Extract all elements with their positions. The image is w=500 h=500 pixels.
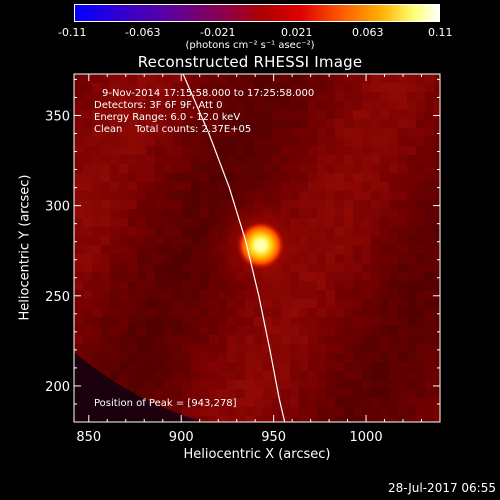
colorbar <box>74 4 440 22</box>
x-tick-label: 850 <box>76 430 101 445</box>
peak-source <box>236 221 285 270</box>
solar-limb-line <box>182 74 286 422</box>
colorbar-tick-label: 0.021 <box>281 26 313 39</box>
annotation-detectors: Detectors: 3F 6F 9F, Att 0 <box>94 100 223 111</box>
annotation-total-counts: Clean Total counts: 2.37E+05 <box>94 124 252 135</box>
annotation-peak-position: Position of Peak = [943,278] <box>94 398 237 409</box>
y-tick-label: 250 <box>45 290 70 305</box>
annotation-energy-range: Energy Range: 6.0 - 12.0 keV <box>94 112 241 123</box>
colorbar-tick-label: -0.11 <box>58 26 87 39</box>
footer-timestamp: 28-Jul-2017 06:55 <box>387 481 496 495</box>
x-tick-label: 950 <box>261 430 286 445</box>
colorbar-tick-label: 0.063 <box>352 26 384 39</box>
x-axis-label: Heliocentric X (arcsec) <box>183 447 331 462</box>
x-tick-label: 900 <box>169 430 194 445</box>
y-axis-label: Heliocentric Y (arcsec) <box>17 174 33 321</box>
colorbar-tick-label: -0.021 <box>200 26 236 39</box>
heatmap-image <box>74 74 440 422</box>
colorbar-tick-label: 0.11 <box>428 26 453 39</box>
chart-title: Reconstructed RHESSI Image <box>137 53 363 71</box>
colorbar-tick-label: -0.063 <box>125 26 161 39</box>
plot-frame <box>73 73 441 423</box>
y-tick-label: 200 <box>45 380 70 395</box>
y-tick-label: 350 <box>45 109 70 124</box>
x-tick-label: 1000 <box>350 430 383 445</box>
annotation-time-range: 9-Nov-2014 17:15:58.000 to 17:25:58.000 <box>102 88 315 99</box>
colorbar-units: (photons cm⁻² s⁻¹ asec⁻²) <box>185 40 315 51</box>
y-tick-label: 300 <box>45 200 70 215</box>
